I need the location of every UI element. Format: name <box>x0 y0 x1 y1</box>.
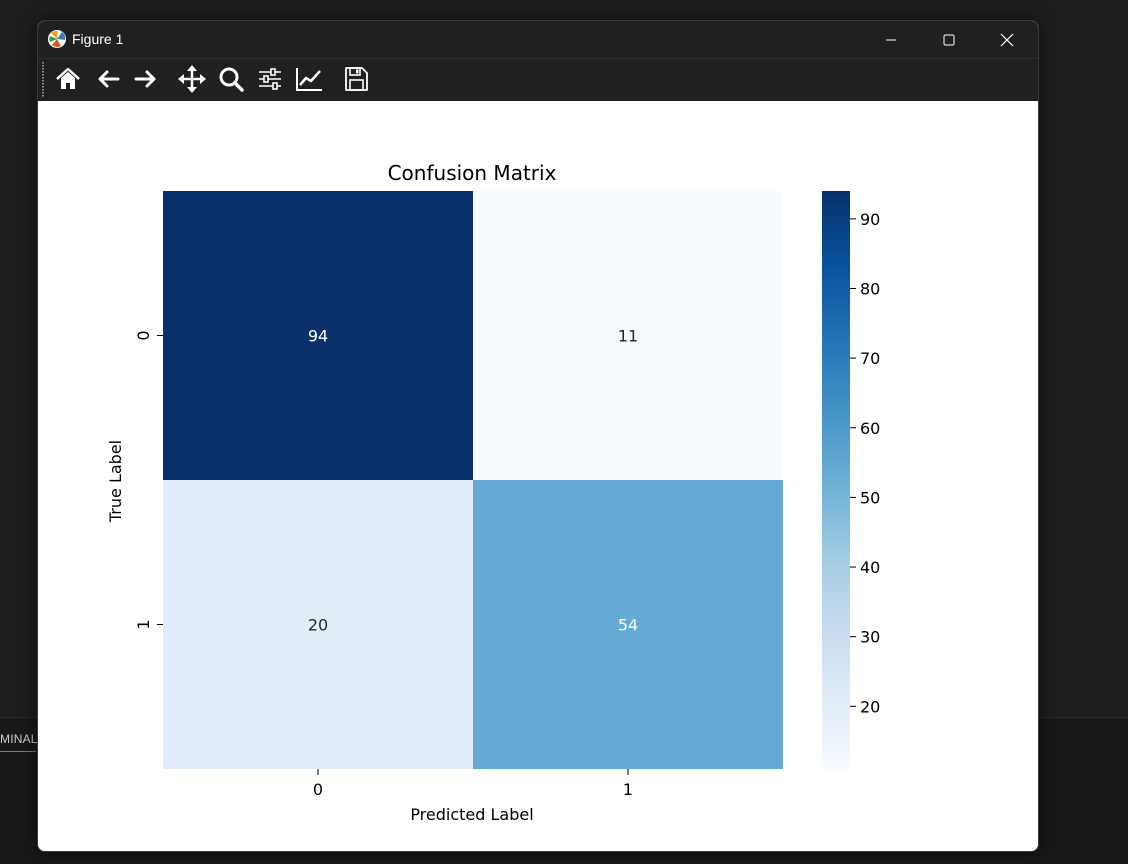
save-icon <box>345 67 368 91</box>
minimize-icon <box>886 39 896 40</box>
title-bar[interactable]: Figure 1 <box>38 21 1038 59</box>
colorbar-tick-label: 30 <box>860 628 880 647</box>
chart-title: Confusion Matrix <box>388 161 557 185</box>
y-tick-label: 0 <box>134 330 153 340</box>
heatmap-cell <box>163 191 473 480</box>
y-axis-label: True Label <box>106 440 125 523</box>
heatmap-cell <box>163 480 473 769</box>
edit-axis-icon <box>296 68 322 91</box>
configure-subplots-button[interactable] <box>254 63 286 95</box>
cell-annotation: 54 <box>618 616 638 635</box>
colorbar-tick-label: 70 <box>860 349 880 368</box>
confusion-matrix-chart: Confusion Matrix Predicted Label True La… <box>106 161 880 824</box>
home-icon <box>56 67 80 89</box>
colorbar-tick-label: 20 <box>860 697 880 716</box>
window-title: Figure 1 <box>72 31 124 47</box>
cell-annotation: 94 <box>308 327 328 346</box>
zoom-button[interactable] <box>215 63 247 95</box>
maximize-button[interactable] <box>920 21 978 58</box>
back-arrow-icon <box>98 70 120 88</box>
home-button[interactable] <box>52 63 84 95</box>
maximize-icon <box>943 34 955 45</box>
close-button[interactable] <box>978 21 1036 58</box>
cell-annotation: 20 <box>308 616 328 635</box>
colorbar-tick-label: 60 <box>860 419 880 438</box>
save-button[interactable] <box>340 63 372 95</box>
pan-icon <box>178 65 206 93</box>
x-tick-label: 0 <box>313 780 323 799</box>
heatmap-cell <box>473 480 783 769</box>
y-tick-label: 1 <box>134 619 153 629</box>
minimize-button[interactable] <box>862 21 920 58</box>
heatmap-cell <box>473 191 783 480</box>
edit-axis-button[interactable] <box>293 63 325 95</box>
x-tick-label: 1 <box>623 780 633 799</box>
terminal-tab-underline <box>0 751 36 752</box>
figure-window: Figure 1 <box>37 20 1039 852</box>
close-icon <box>1000 33 1014 46</box>
back-button[interactable] <box>92 63 124 95</box>
pan-button[interactable] <box>176 63 208 95</box>
figure-canvas[interactable]: Confusion Matrix Predicted Label True La… <box>38 101 1038 851</box>
terminal-tab[interactable]: MINAL <box>0 732 38 746</box>
cell-annotation: 11 <box>618 327 638 346</box>
colorbar-tick-label: 80 <box>860 279 880 298</box>
forward-button[interactable] <box>130 63 162 95</box>
navigation-toolbar <box>38 59 1038 101</box>
zoom-icon <box>219 67 244 92</box>
configure-subplots-icon <box>259 68 281 90</box>
colorbar-tick-label: 50 <box>860 488 880 507</box>
colorbar-tick-label: 90 <box>860 210 880 229</box>
colorbar <box>822 191 850 769</box>
colorbar-tick-label: 40 <box>860 558 880 577</box>
x-axis-label: Predicted Label <box>410 805 533 824</box>
matplotlib-icon <box>47 29 67 49</box>
forward-arrow-icon <box>134 70 156 88</box>
toolbar-grip[interactable] <box>42 62 44 98</box>
